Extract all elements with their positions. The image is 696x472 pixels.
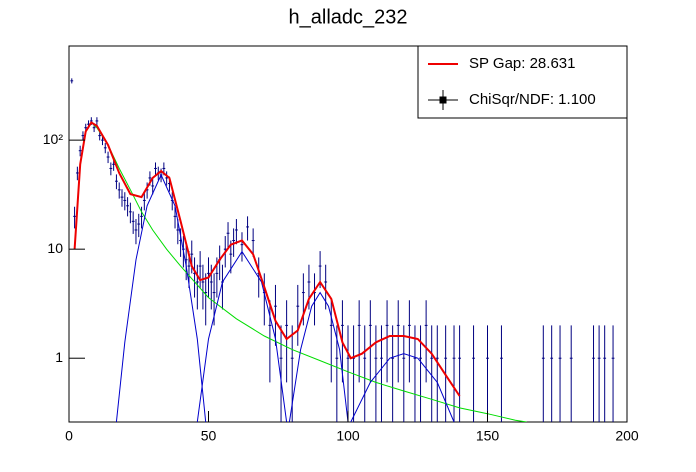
y-tick-label: 10² [43, 131, 64, 147]
x-tick-label: 200 [615, 428, 639, 444]
legend-box [417, 45, 628, 119]
legend-marker [439, 96, 447, 104]
axes: 0 50 100 150 200 1 10 10² [43, 131, 639, 444]
chart-title: h_alladc_232 [289, 6, 408, 28]
fit-curve [73, 121, 461, 397]
fit-curve [196, 250, 288, 422]
fit-curve [288, 291, 349, 422]
legend-label: SP Gap: 28.631 [469, 55, 575, 72]
x-tick-label: 100 [336, 428, 360, 444]
plot-area [70, 78, 615, 422]
fit-curve [115, 173, 207, 422]
y-tick-label: 10 [47, 240, 63, 256]
y-tick-label: 1 [55, 349, 63, 365]
x-tick-label: 0 [65, 428, 73, 444]
legend: SP Gap: 28.631 ChiSqr/NDF: 1.100 [417, 45, 628, 119]
x-tick-label: 50 [201, 428, 217, 444]
x-tick-label: 150 [476, 428, 500, 444]
legend-label: ChiSqr/NDF: 1.100 [469, 91, 596, 108]
fit-curve [350, 353, 455, 422]
